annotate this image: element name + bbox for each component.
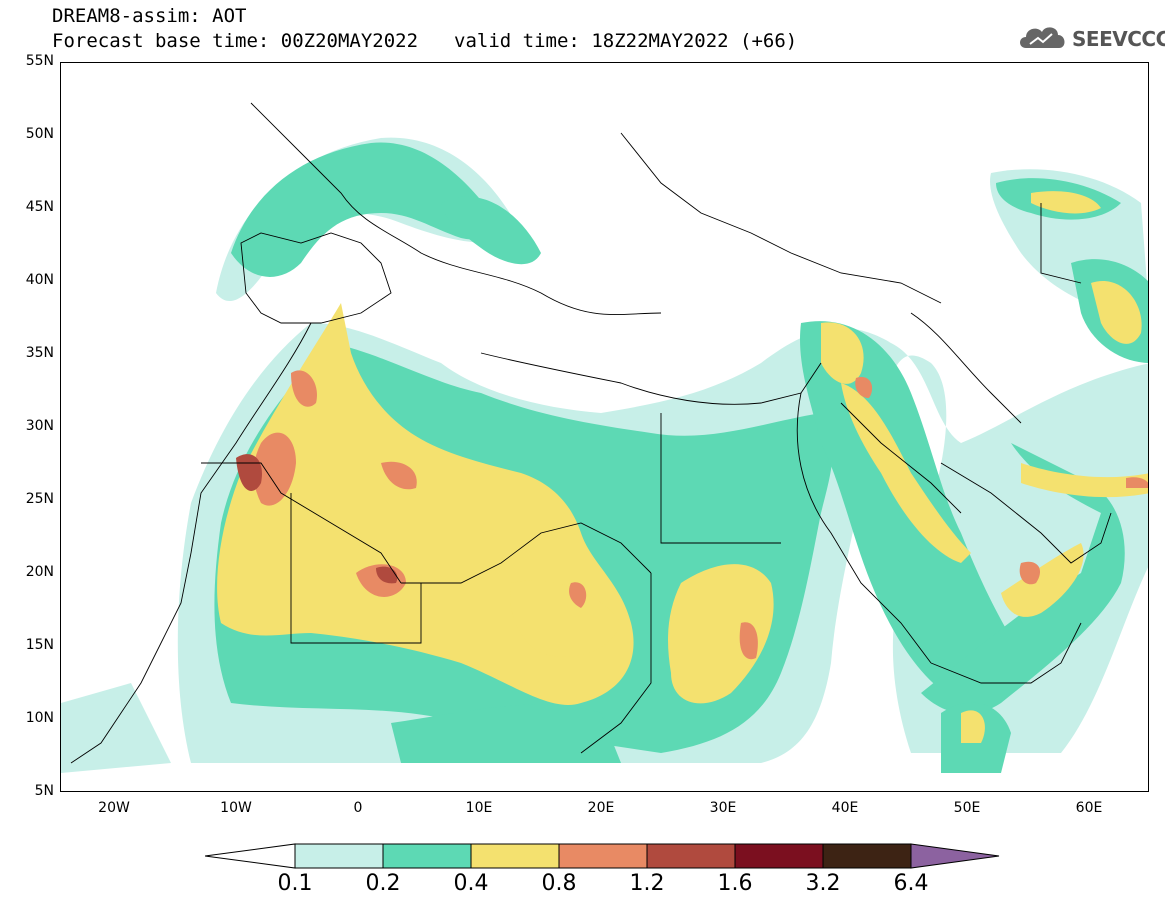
- aot-band-0.8: [253, 370, 1148, 660]
- valid-time: valid time: 18Z22MAY2022 (+66): [454, 30, 798, 52]
- base-time: Forecast base time: 00Z20MAY2022: [52, 30, 419, 52]
- lat-label: 25N: [25, 491, 54, 507]
- aot-map: [60, 62, 1149, 792]
- coastlines-borders: [70, 102, 1112, 764]
- colorbar-label: 1.2: [629, 871, 665, 896]
- colorbar-swatch: [382, 843, 472, 869]
- lon-label: 20W: [98, 800, 130, 816]
- colorbar-swatch: [734, 843, 824, 869]
- cloud-icon: [1020, 27, 1065, 48]
- colorbar-label: 0.4: [453, 871, 489, 896]
- lon-label: 20E: [587, 800, 615, 816]
- seevccc-logo: SEEVCCC: [1016, 20, 1165, 58]
- colorbar-swatch: [822, 843, 912, 869]
- lat-label: 10N: [25, 710, 54, 726]
- lon-label: 60E: [1075, 800, 1103, 816]
- lon-label: 50E: [953, 800, 981, 816]
- map-canvas: [61, 102, 1148, 773]
- lat-label: 50N: [25, 126, 54, 142]
- colorbar-swatch: [294, 843, 384, 869]
- lon-label: 0: [353, 800, 363, 816]
- colorbar-label: 0.2: [365, 871, 401, 896]
- lon-label: 40E: [831, 800, 859, 816]
- lon-label: 10W: [220, 800, 252, 816]
- lat-label: 35N: [25, 345, 54, 361]
- lon-label: 30E: [709, 800, 737, 816]
- colorbar-high-arrow: [910, 843, 1000, 869]
- lat-label: 40N: [25, 272, 54, 288]
- lat-label: 30N: [25, 418, 54, 434]
- colorbar-swatch: [558, 843, 648, 869]
- lat-label: 55N: [25, 53, 54, 69]
- time-line: Forecast base time: 00Z20MAY2022 valid ti…: [52, 31, 797, 51]
- colorbar-swatch: [646, 843, 736, 869]
- lat-label: 45N: [25, 199, 54, 215]
- lat-label: 15N: [25, 637, 54, 653]
- chart-title: DREAM8-assim: AOT: [52, 5, 247, 27]
- colorbar-label: 6.4: [893, 871, 929, 896]
- colorbar-label: 0.8: [541, 871, 577, 896]
- aot-band-0.4: [217, 191, 1148, 743]
- colorbar-swatch: [470, 843, 560, 869]
- colorbar-label: 3.2: [805, 871, 841, 896]
- lat-label: 20N: [25, 564, 54, 580]
- lat-label: 5N: [34, 783, 54, 799]
- colorbar-label: 0.1: [277, 871, 313, 896]
- lon-label: 10E: [465, 800, 493, 816]
- logo-text: SEEVCCC: [1072, 27, 1165, 51]
- colorbar: [205, 843, 1000, 869]
- colorbar-label: 1.6: [717, 871, 753, 896]
- colorbar-low-arrow: [205, 843, 296, 869]
